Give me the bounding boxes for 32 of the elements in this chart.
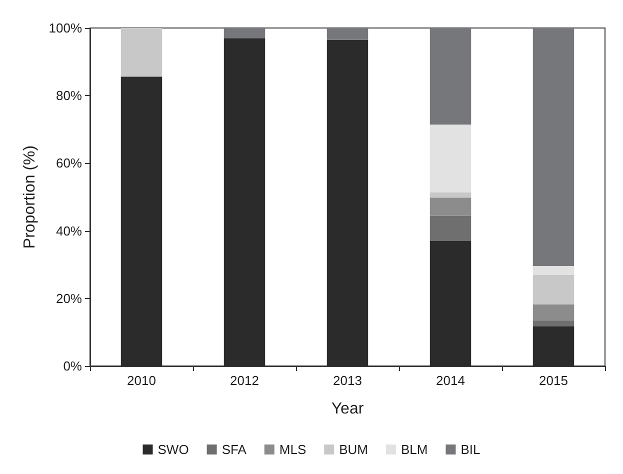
bar (430, 198, 472, 216)
legend-label: MLS (279, 442, 306, 457)
bar (532, 266, 574, 275)
bar (430, 216, 472, 241)
bar (430, 192, 472, 198)
bar (532, 304, 574, 320)
x-tick-label: 2015 (539, 373, 568, 388)
y-tick-label: 80% (56, 88, 82, 104)
x-tick-label: 2010 (127, 373, 156, 388)
bar (326, 28, 368, 40)
y-tick-label: 40% (56, 223, 82, 238)
x-tick-label: 2012 (230, 373, 259, 388)
y-tick-label: 20% (56, 290, 82, 306)
bar (532, 28, 574, 266)
bar (120, 28, 162, 77)
bar (430, 28, 472, 125)
bar (224, 28, 266, 38)
y-tick-label: 60% (56, 156, 82, 171)
x-tick-label: 2013 (333, 373, 362, 388)
y-axis-title: Proportion (%) (21, 145, 38, 249)
legend-label: BIL (460, 442, 480, 457)
y-tick-label: 0% (63, 358, 82, 374)
x-tick-label: 2014 (436, 373, 465, 388)
x-axis-title: Year (331, 400, 364, 418)
legend-label: BUM (339, 442, 368, 457)
legend-label: SWO (158, 442, 189, 457)
bar (430, 124, 472, 192)
bar (532, 320, 574, 326)
bar (532, 274, 574, 304)
legend-label: BLM (400, 442, 428, 457)
y-tick-label: 100% (48, 20, 82, 36)
legend-label: SFA (222, 442, 247, 457)
